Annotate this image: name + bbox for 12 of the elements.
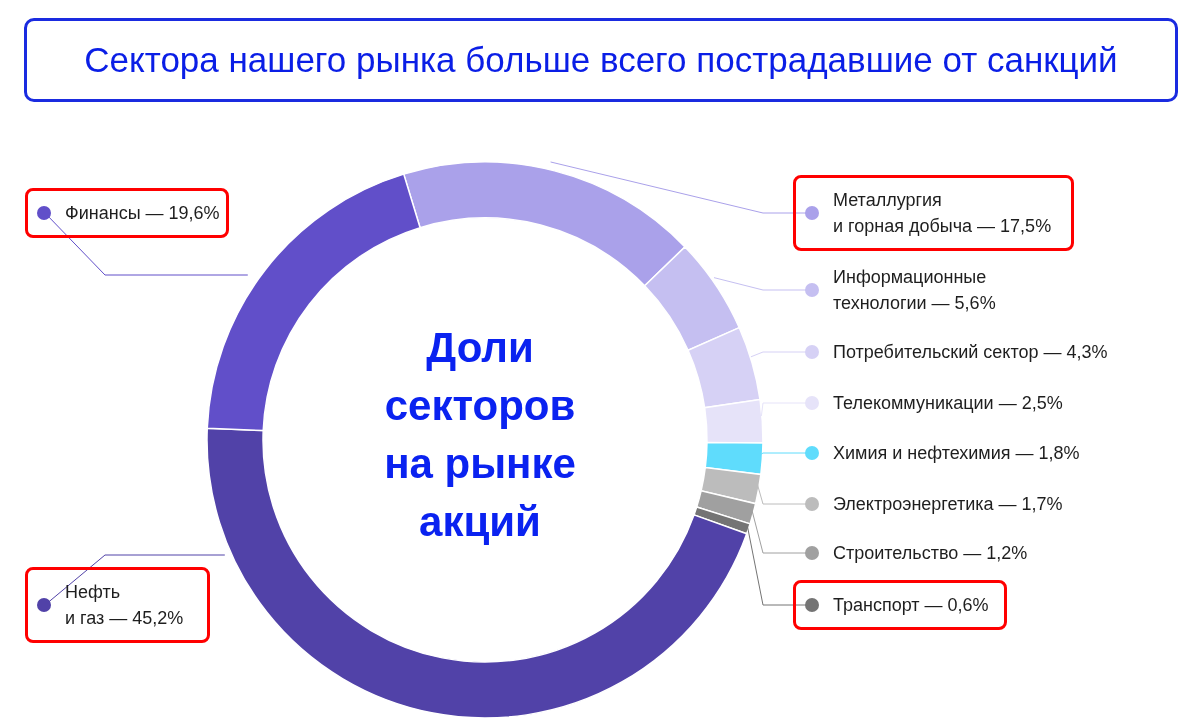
text: Доли секторов на рынке акций xyxy=(383,323,577,547)
legend-label: Телекоммуникации — 2,5% xyxy=(833,392,1063,415)
legend-label: Транспорт — 0,6% xyxy=(833,594,989,617)
legend-label: Финансы — 19,6% xyxy=(65,202,220,225)
legend-label: Строительство — 1,2% xyxy=(833,542,1028,565)
chart-title: Сектора нашего рынка больше всего пострадавшие от санкций xyxy=(24,18,1178,102)
legend-label: Электроэнергетика — 1,7% xyxy=(833,493,1063,516)
legend-label: Нефть и газ — 45,2% xyxy=(65,581,184,630)
legend-label: Металлургия и горная добыча — 17,5% xyxy=(833,189,1052,238)
legend-label: Информационные технологии — 5,6% xyxy=(833,266,996,315)
legend-label: Химия и нефтехимия — 1,8% xyxy=(833,442,1080,465)
legend-label: Потребительский сектор — 4,3% xyxy=(833,341,1108,364)
